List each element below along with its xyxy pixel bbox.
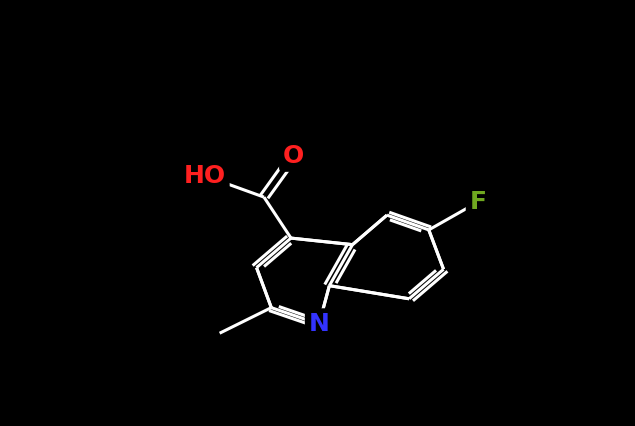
- Text: HO: HO: [184, 164, 226, 188]
- Text: O: O: [283, 144, 304, 168]
- Text: N: N: [309, 312, 330, 336]
- Text: F: F: [469, 190, 486, 214]
